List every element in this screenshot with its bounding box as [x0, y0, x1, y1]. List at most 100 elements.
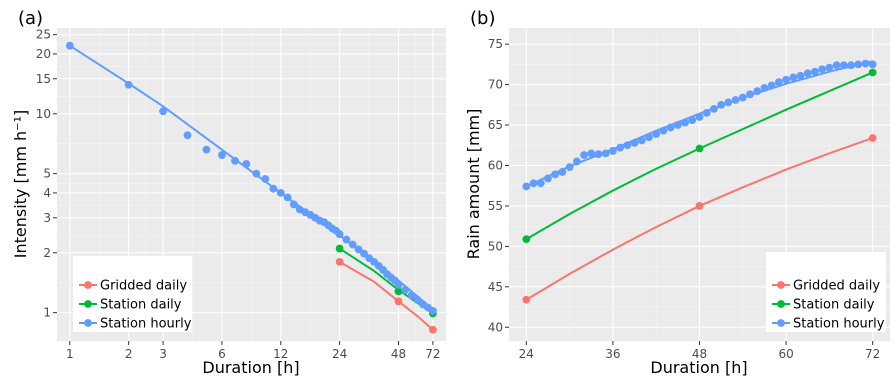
panel-b-point-station-hourly — [652, 130, 661, 138]
panel-a-point-station-hourly — [65, 41, 74, 50]
panel-a-point-station-hourly — [413, 295, 422, 304]
panel-b-point-station-hourly — [832, 61, 841, 70]
panel-b-x-tick-label: 24 — [519, 347, 534, 361]
panel-a-point-station-hourly — [159, 107, 167, 116]
panel-b-point-station-daily — [522, 235, 531, 243]
panel-b-y-tick-label: 70 — [488, 78, 503, 92]
panel-a-legend-box — [73, 256, 192, 332]
panel-a-gridlines — [57, 28, 446, 341]
panel-b-point-station-hourly — [594, 150, 603, 159]
panel-b-point-station-hourly — [868, 60, 877, 69]
panel-b-point-station-hourly — [710, 104, 718, 113]
panel-b-point-station-hourly — [558, 168, 567, 176]
panel-b-gridlines — [509, 28, 890, 341]
panel-b-point-station-hourly — [551, 170, 560, 179]
panel-b-point-station-hourly — [580, 151, 588, 159]
panel-a-x-tick-label: 24 — [332, 347, 347, 361]
panel-a-point-station-hourly — [261, 175, 270, 183]
legend-key-point-station-hourly — [84, 319, 92, 327]
panel-a-legend: Gridded daily Station daily Station hourly — [73, 256, 192, 332]
panel-a-point-station-hourly — [276, 189, 285, 197]
panel-a-point-station-hourly — [429, 307, 437, 315]
panel-a-y-tick-label: 3 — [43, 211, 51, 225]
panel-a-y-tick-label: 1 — [43, 306, 51, 320]
panel-b-point-station-hourly — [623, 141, 632, 150]
panel-b-x-tick-label: 60 — [778, 347, 793, 361]
panel-a-point-station-hourly — [242, 159, 251, 168]
legend-key-point-gridded-daily — [777, 281, 785, 289]
panel-a-point-station-daily — [394, 287, 403, 296]
legend-label-station-daily: Station daily — [793, 298, 875, 313]
panel-a-point-station-hourly — [252, 169, 261, 178]
panel-a-point-station-daily — [335, 244, 344, 253]
panel-b-point-station-hourly — [847, 61, 855, 70]
panel-b-x-ticks: 24 36 48 60 72 — [519, 341, 880, 361]
panel-a-point-station-hourly — [231, 156, 239, 165]
panel-b-point-station-hourly — [572, 157, 581, 166]
panel-a-point-station-hourly — [218, 151, 226, 159]
legend-label-station-hourly: Station hourly — [793, 317, 885, 332]
legend-key-point-station-daily — [777, 300, 785, 308]
panel-b-point-station-daily — [695, 144, 704, 153]
panel-b-x-axis-title: Duration [h] — [650, 358, 747, 377]
panel-b-point-station-hourly — [746, 90, 754, 99]
panel-b-legend-box — [766, 252, 886, 332]
panel-a-y-tick-label: 25 — [36, 28, 51, 42]
panel-a-y-tick-label: 5 — [43, 167, 51, 181]
panel-a-point-station-hourly — [124, 80, 133, 89]
panel-b-point-station-hourly — [738, 93, 747, 102]
panel-a-points — [65, 41, 437, 334]
panel-b-tag: (b) — [470, 8, 495, 29]
panel-b-y-ticks: 40 45 50 55 60 65 70 75 — [488, 37, 509, 334]
panel-b-point-station-hourly — [659, 126, 668, 135]
panel-b-point-station-hourly — [717, 100, 726, 109]
panel-b-point-station-hourly — [666, 123, 675, 132]
panel-b-y-tick-label: 50 — [488, 239, 503, 253]
panel-a-point-station-hourly — [354, 245, 363, 254]
panel-a-point-station-hourly — [202, 145, 211, 154]
panel-a-y-tick-label: 20 — [36, 47, 51, 61]
panel-a-point-station-hourly — [289, 200, 298, 209]
panel-b-point-station-hourly — [767, 81, 776, 90]
panel-a-x-tick-label: 48 — [391, 347, 406, 361]
panel-a-y-tick-label: 4 — [43, 186, 51, 200]
panel-b-point-station-hourly — [536, 179, 545, 188]
panel-b-point-station-hourly — [544, 174, 552, 183]
panel-b-point-station-hourly — [818, 65, 827, 74]
panel-b-point-gridded-daily — [695, 202, 704, 210]
panel-b-point-station-hourly — [609, 147, 617, 155]
panel-b-y-tick-label: 55 — [488, 199, 503, 213]
panel-a-point-station-hourly — [342, 235, 351, 244]
panel-b-x-tick-label: 36 — [605, 347, 620, 361]
panel-b-point-station-hourly — [839, 61, 848, 70]
panel-b-point-station-hourly — [601, 149, 610, 158]
panel-b-point-station-hourly — [796, 71, 805, 80]
panel-b-y-tick-label: 60 — [488, 158, 503, 172]
panel-a-x-tick-label: 12 — [273, 347, 288, 361]
panel-b-points — [522, 59, 877, 304]
legend-label-gridded-daily: Gridded daily — [793, 279, 880, 294]
panel-b-y-tick-label: 45 — [488, 280, 503, 294]
panel-a-y-tick-label: 10 — [36, 107, 51, 121]
panel-a-y-tick-label: 15 — [36, 72, 51, 86]
panel-b-point-station-hourly — [616, 143, 625, 152]
panel-a-point-station-hourly — [283, 193, 292, 202]
panel-b-legend: Gridded daily Station daily Station hourly — [766, 252, 886, 332]
panel-b-point-station-hourly — [681, 118, 689, 127]
panel-a-point-station-hourly — [335, 230, 344, 239]
panel-b-point-station-hourly — [782, 75, 790, 84]
panel-a-point-gridded-daily — [335, 257, 344, 266]
legend-label-gridded-daily: Gridded daily — [100, 279, 187, 294]
panel-b-point-station-hourly — [637, 136, 646, 145]
panel-a-point-station-hourly — [348, 240, 357, 249]
panel-b-point-station-hourly — [825, 63, 834, 72]
panel-b-point-station-hourly — [753, 87, 762, 95]
panel-b-point-station-hourly — [522, 182, 531, 191]
panel-a-x-tick-label: 1 — [66, 347, 74, 361]
panel-b-point-gridded-daily — [522, 295, 531, 304]
panel-a-point-station-hourly — [401, 286, 410, 294]
panel-a-x-tick-label: 2 — [125, 347, 133, 361]
panel-a-x-ticks: 1 2 3 6 12 24 48 72 — [66, 341, 441, 361]
